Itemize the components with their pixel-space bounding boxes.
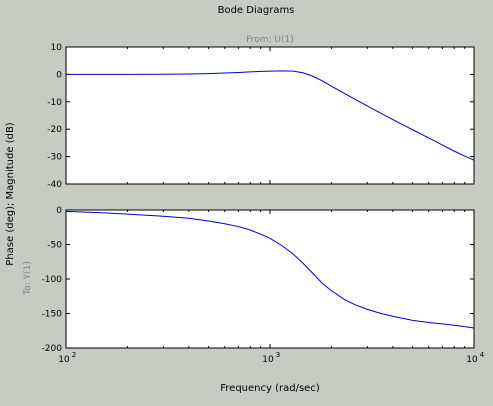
to-label: To: Y(1) (23, 261, 33, 296)
phase-ytick-label: -150 (42, 310, 63, 320)
magnitude-ytick-label: -30 (47, 153, 62, 163)
phase-ytick-label: 0 (56, 206, 62, 216)
phase-xtick-exponent: 2 (72, 351, 76, 359)
phase-xtick-exponent: 3 (276, 351, 280, 359)
phase-ytick-label: -100 (42, 275, 63, 285)
phase-xtick-exponent: 4 (480, 351, 485, 359)
phase-xtick-label: 10 (58, 355, 70, 365)
magnitude-series-line (66, 70, 475, 161)
magnitude-ytick-label: 0 (56, 70, 62, 80)
phase-axes-box (65, 209, 475, 349)
magnitude-axes-box (65, 46, 475, 185)
phase-ytick-label: -200 (42, 344, 63, 354)
from-label: From: U(1) (246, 35, 294, 45)
magnitude-ytick-label: -10 (47, 98, 62, 108)
phase-ytick-label: -50 (47, 241, 62, 251)
phase-xtick-label: 10 (466, 355, 478, 365)
magnitude-ytick-label: -40 (47, 180, 62, 190)
phase-series-line (65, 210, 475, 329)
figure-title: Bode Diagrams (218, 5, 295, 16)
magnitude-panel: 10 0 -10 -20 -30 -40 (47, 43, 475, 190)
magnitude-ytick-label: -20 (47, 125, 62, 135)
magnitude-ytick-label: 10 (51, 43, 63, 53)
x-axis-label: Frequency (rad/sec) (220, 383, 320, 394)
phase-xtick-label: 10 (262, 355, 274, 365)
y-axis-label: Phase (deg); Magnitude (dB) (5, 122, 16, 266)
